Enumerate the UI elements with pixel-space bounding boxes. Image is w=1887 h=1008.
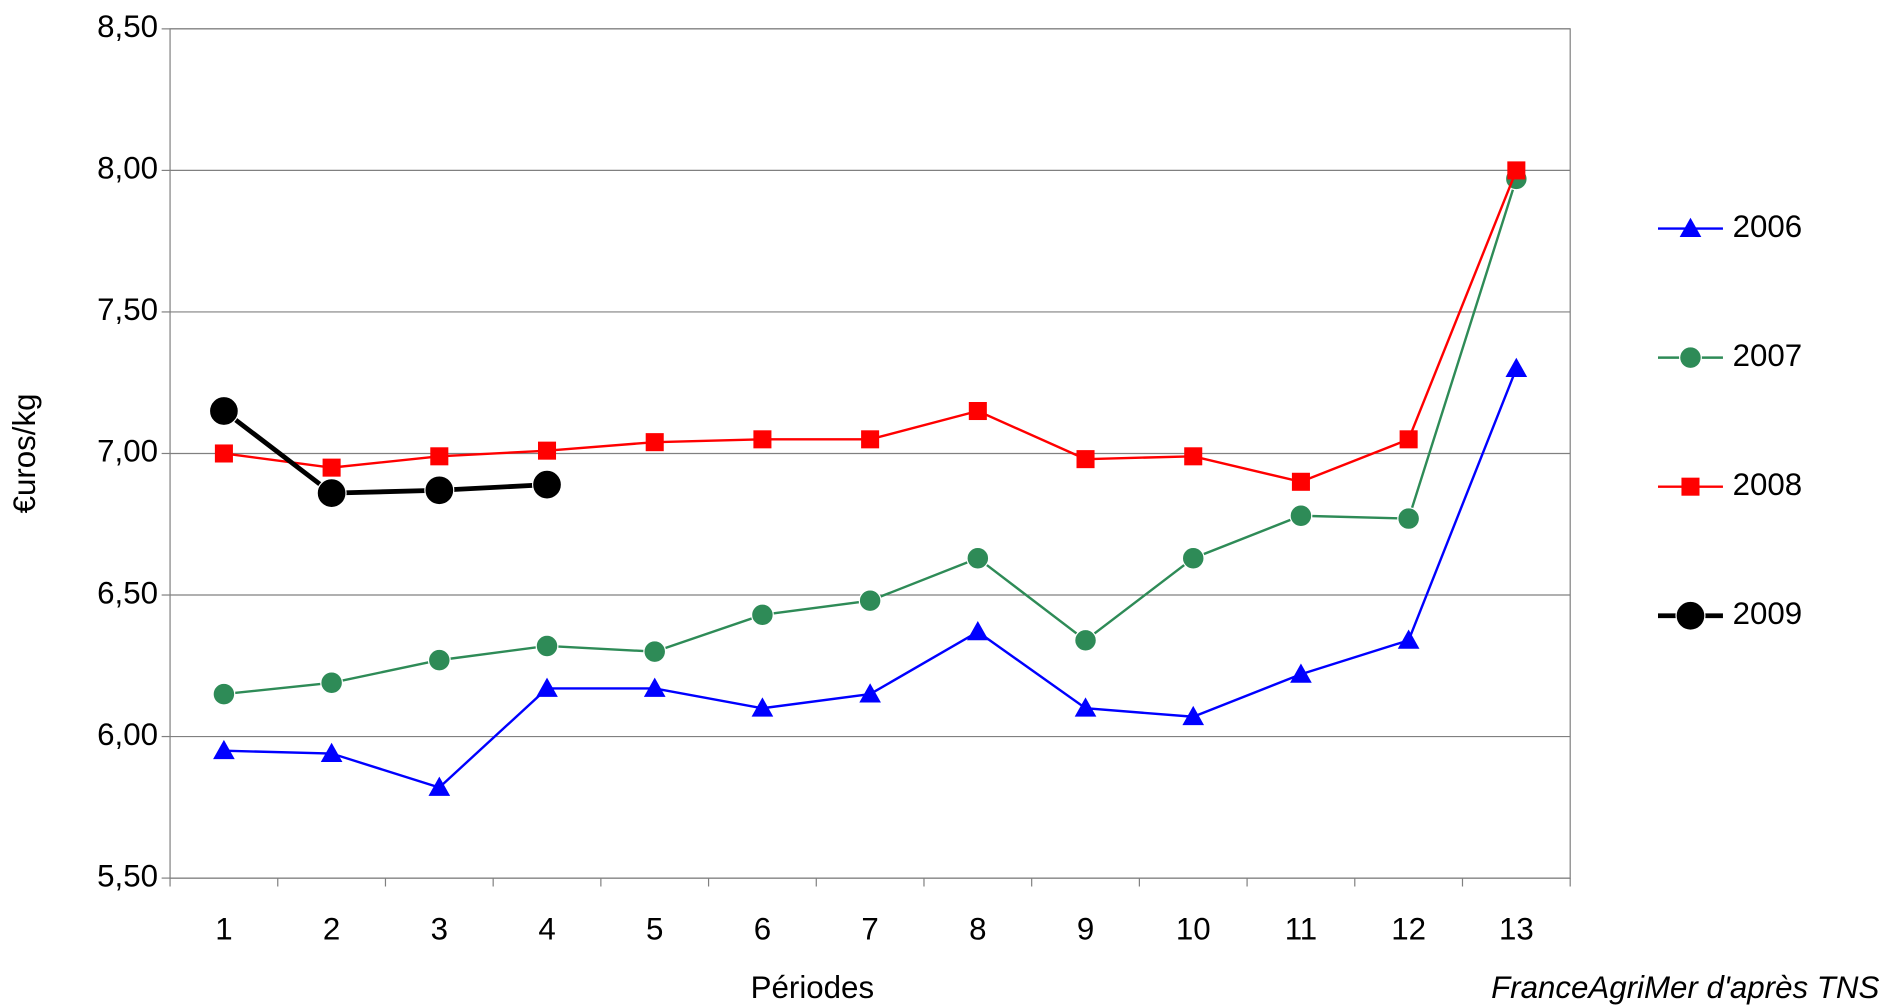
x-tick-label: 1	[215, 911, 232, 946]
marker	[428, 776, 451, 796]
x-tick-label: 12	[1391, 911, 1426, 946]
legend-marker	[1679, 346, 1702, 370]
marker	[531, 469, 563, 500]
marker	[212, 682, 236, 706]
marker	[751, 697, 774, 717]
marker	[1397, 507, 1421, 531]
marker	[214, 444, 233, 463]
x-tick-label: 10	[1176, 911, 1211, 946]
x-tick-label: 11	[1285, 911, 1317, 946]
legend-label: 2009	[1733, 596, 1803, 631]
marker	[861, 430, 880, 449]
legend-label: 2008	[1733, 467, 1803, 502]
marker	[859, 683, 881, 703]
series-line	[222, 409, 548, 496]
marker	[208, 395, 239, 427]
marker	[1291, 472, 1310, 491]
marker	[1074, 628, 1097, 652]
legend-marker	[1675, 600, 1706, 631]
y-tick-label: 7,50	[97, 292, 158, 327]
marker	[643, 677, 666, 697]
marker	[320, 671, 344, 695]
marker	[427, 648, 451, 672]
x-tick-label: 6	[754, 911, 771, 946]
x-tick-label: 13	[1499, 911, 1534, 946]
x-tick-label: 5	[646, 911, 663, 946]
marker	[1181, 546, 1205, 570]
marker	[1507, 161, 1526, 180]
legend-marker	[1679, 217, 1702, 237]
y-tick-label: 6,50	[97, 575, 158, 610]
marker	[1182, 705, 1205, 726]
marker	[967, 620, 989, 641]
marker	[966, 546, 990, 570]
marker	[968, 401, 987, 421]
marker	[320, 742, 343, 762]
x-tick-label: 7	[861, 911, 878, 946]
marker	[316, 478, 347, 509]
x-tick-label: 4	[538, 911, 555, 946]
marker	[1289, 504, 1313, 528]
legend-label: 2006	[1733, 209, 1803, 244]
legend-marker	[1681, 477, 1700, 496]
x-tick-label: 3	[431, 911, 448, 946]
x-tick-label: 8	[969, 911, 986, 946]
marker	[750, 603, 774, 627]
marker	[537, 441, 557, 460]
marker	[424, 475, 455, 506]
plot-frame	[169, 28, 1571, 879]
y-tick-label: 7,00	[97, 434, 158, 469]
y-axis-title: €uros/kg	[7, 394, 42, 514]
marker	[753, 430, 772, 449]
marker	[645, 433, 664, 452]
marker	[322, 458, 341, 477]
marker	[1397, 629, 1420, 649]
marker	[858, 589, 882, 613]
marker	[1184, 447, 1203, 466]
marker	[1074, 697, 1097, 717]
marker	[1076, 450, 1095, 469]
x-tick-label: 9	[1077, 911, 1094, 946]
marker	[213, 739, 235, 760]
marker	[1505, 357, 1528, 377]
y-tick-label: 6,00	[97, 717, 158, 752]
marker	[643, 640, 667, 664]
marker	[536, 677, 558, 697]
x-tick-label: 2	[323, 911, 340, 946]
marker	[1399, 430, 1418, 449]
y-tick-label: 8,00	[97, 151, 158, 186]
legend-label: 2007	[1733, 338, 1803, 373]
y-tick-label: 8,50	[97, 9, 158, 44]
marker	[430, 447, 449, 466]
y-tick-label: 5,50	[97, 858, 158, 893]
marker	[535, 634, 559, 658]
source-note: FranceAgriMer d'après TNS	[1491, 970, 1879, 1005]
x-axis-title: Périodes	[751, 970, 874, 1005]
marker	[1290, 663, 1312, 683]
